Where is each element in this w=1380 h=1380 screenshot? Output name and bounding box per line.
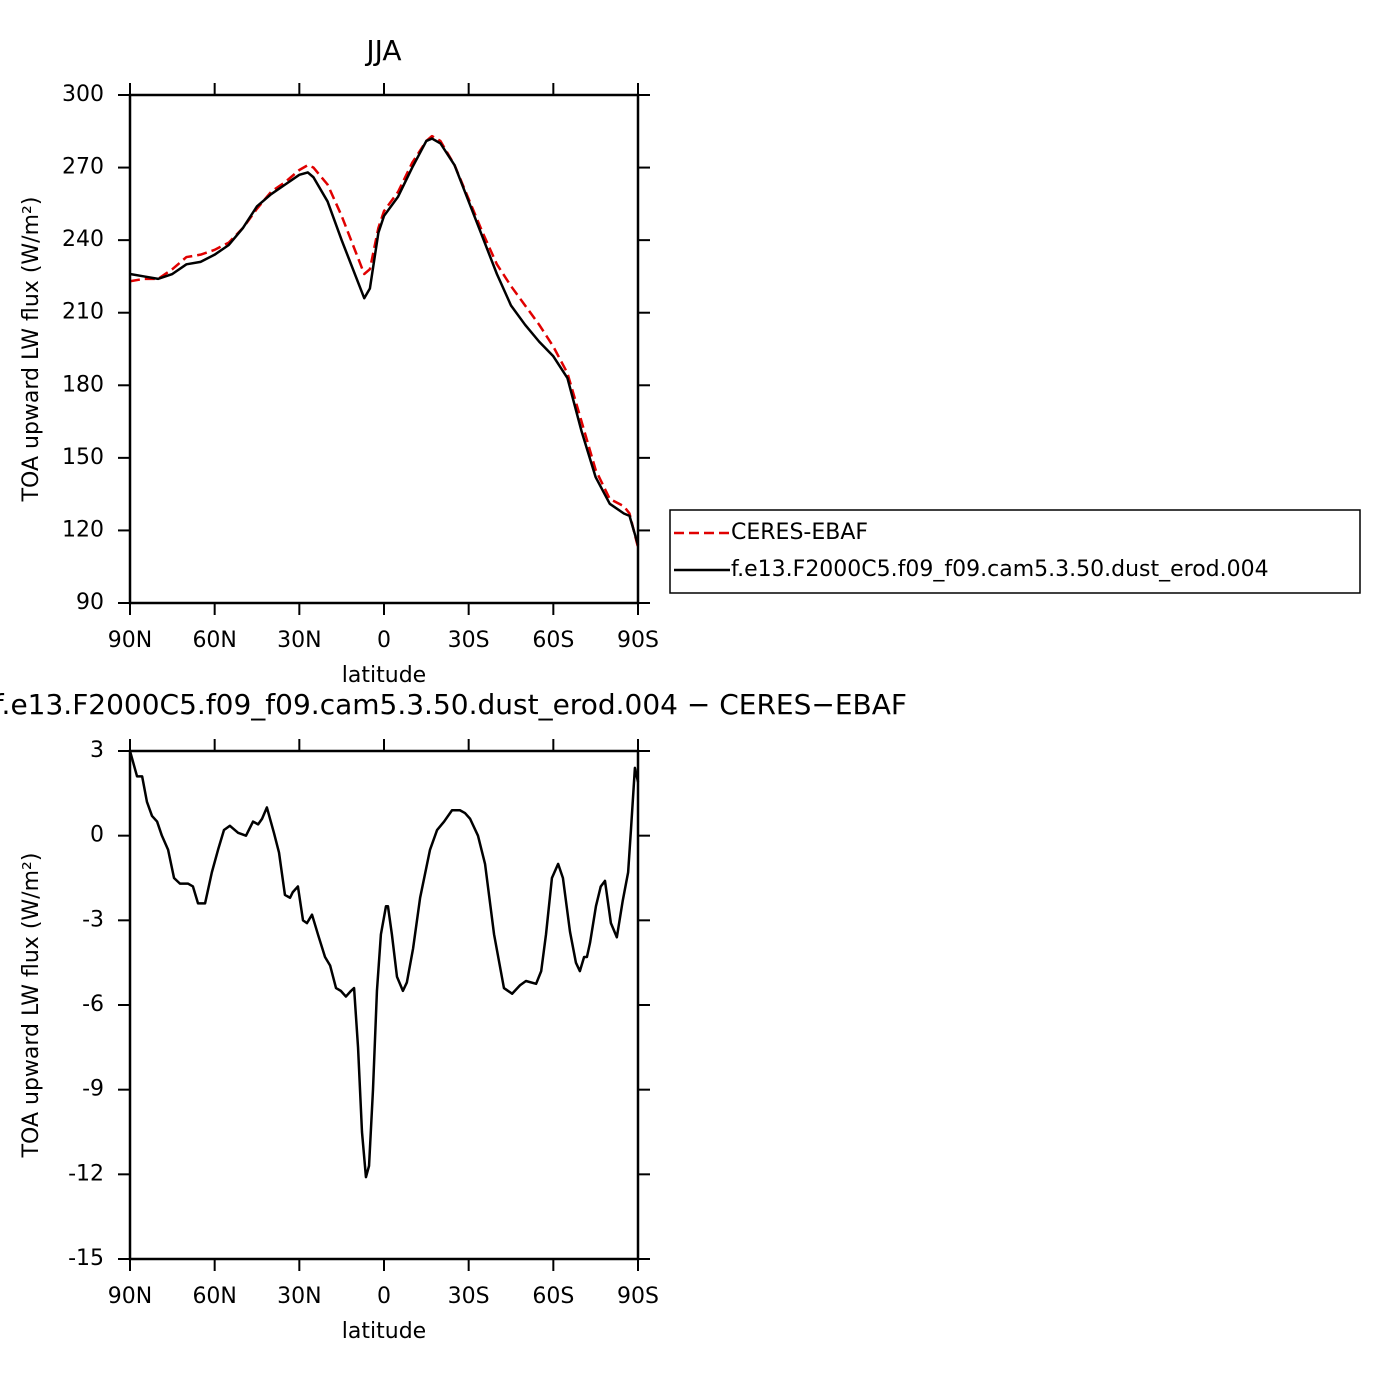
chart-title: JJA — [364, 34, 401, 67]
y-tick-label: 120 — [62, 517, 104, 542]
y-tick-label: 90 — [76, 590, 104, 615]
plot-frame — [128, 93, 640, 605]
x-tick-label: 90S — [617, 628, 659, 653]
y-tick-label: -6 — [82, 992, 104, 1017]
legend-label: f.e13.F2000C5.f09_f09.cam5.3.50.dust_ero… — [731, 557, 1269, 582]
x-tick-label: 30S — [448, 1284, 490, 1309]
x-tick-label: 90S — [617, 1284, 659, 1309]
y-tick-label: 300 — [62, 82, 104, 107]
y-tick-label: 210 — [62, 300, 104, 325]
data-line — [128, 750, 640, 1179]
y-tick-label: 240 — [62, 227, 104, 252]
x-tick-label: 30S — [448, 628, 490, 653]
y-axis-label: TOA upward LW flux (W/m²) — [19, 853, 44, 1159]
y-tick-label: 0 — [90, 823, 104, 848]
y-tick-label: -3 — [82, 907, 104, 932]
chart-title: f.e13.F2000C5.f09_f09.cam5.3.50.dust_ero… — [0, 688, 907, 721]
x-tick-label: 90N — [108, 1284, 152, 1309]
data-line — [129, 137, 640, 546]
y-tick-label: 180 — [62, 372, 104, 397]
legend-label: CERES-EBAF — [731, 520, 868, 545]
x-tick-label: 60N — [192, 628, 236, 653]
x-tick-label: 0 — [377, 628, 391, 653]
x-axis-label: latitude — [342, 1319, 426, 1344]
x-tick-label: 0 — [377, 1284, 391, 1309]
y-tick-label: -12 — [68, 1161, 104, 1186]
y-tick-label: -15 — [68, 1246, 104, 1271]
x-tick-label: 60S — [532, 628, 574, 653]
y-axis-label: TOA upward LW flux (W/m²) — [19, 197, 44, 503]
y-tick-label: -9 — [82, 1077, 104, 1102]
x-tick-label: 30N — [277, 628, 321, 653]
x-tick-label: 90N — [108, 628, 152, 653]
y-tick-label: 270 — [62, 155, 104, 180]
x-tick-label: 30N — [277, 1284, 321, 1309]
x-tick-label: 60N — [192, 1284, 236, 1309]
y-tick-label: 3 — [90, 738, 104, 763]
y-tick-label: 150 — [62, 445, 104, 470]
legend-box — [669, 509, 1361, 594]
x-tick-label: 60S — [532, 1284, 574, 1309]
x-axis-label: latitude — [342, 663, 426, 688]
data-line — [129, 134, 640, 548]
plot-frame — [128, 749, 640, 1261]
